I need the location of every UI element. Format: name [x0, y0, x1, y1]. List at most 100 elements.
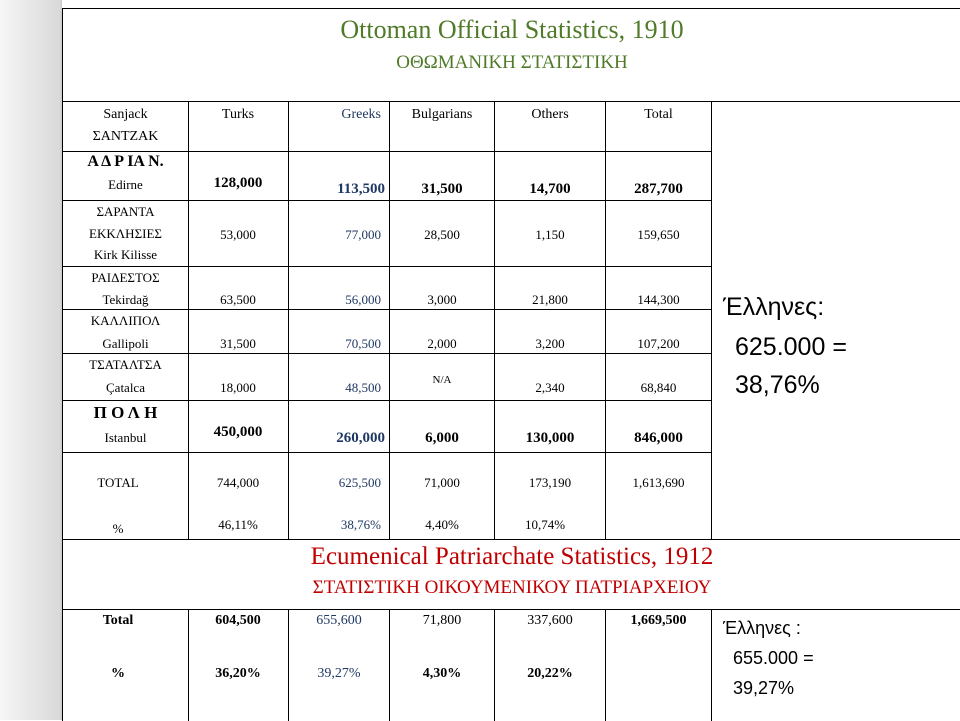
row-name: Tekirdağ — [102, 292, 149, 307]
divider — [288, 609, 289, 721]
divider — [63, 151, 711, 152]
divider — [389, 101, 390, 539]
greeks-summary-1912-pct: 39,27% — [733, 678, 795, 698]
header-turks: Turks — [221, 107, 255, 122]
greeks-summary-1910: Έλληνες: — [723, 293, 825, 321]
divider — [494, 609, 495, 721]
divider — [188, 609, 189, 721]
divider — [63, 539, 960, 540]
cell-bulgarians: 28,500 — [424, 227, 460, 242]
row-name: Edirne — [108, 177, 143, 192]
cell-total: 846,000 — [634, 430, 683, 446]
cell-others: 2,340 — [535, 380, 565, 395]
row-name: Gallipoli — [102, 336, 149, 351]
cell-others: 337,600 — [527, 613, 573, 628]
bottom-pct-label: % — [111, 666, 125, 681]
cell-others: 21,800 — [532, 292, 568, 307]
cell-greeks-pct: 39,27% — [317, 666, 361, 681]
cell-bulgarians: 2,000 — [427, 336, 457, 351]
row-name: Istanbul — [104, 430, 147, 445]
divider — [605, 101, 606, 539]
divider — [63, 400, 711, 401]
total-pct-label: % — [112, 521, 124, 536]
divider — [188, 101, 189, 539]
cell-turks: 744,000 — [216, 475, 260, 490]
cell-others: 3,200 — [535, 336, 565, 351]
row-greek-name: ΤΣΑΤΑΛΤΣΑ — [89, 357, 162, 372]
cell-total: 1,613,690 — [632, 475, 685, 490]
divider — [63, 101, 960, 102]
cell-turks-pct: 46,11% — [218, 517, 258, 532]
header-total: Total — [644, 107, 673, 122]
row-greek-name: Π Ο Λ Η — [93, 403, 158, 422]
cell-others-pct: 20,22% — [527, 666, 573, 681]
cell-greeks: 655,600 — [316, 613, 362, 628]
cell-total: 107,200 — [637, 336, 680, 351]
cell-greeks: 113,500 — [337, 181, 385, 197]
cell-greeks: 77,000 — [345, 227, 381, 242]
greeks-summary-1912-value: 655.000 = — [733, 648, 814, 668]
row-greek-name: ΡΑΙΔΕΣΤΟΣ — [91, 270, 160, 285]
divider — [63, 452, 711, 453]
header-greeks: Greeks — [341, 107, 381, 122]
divider — [711, 609, 712, 721]
statistics-table: Ottoman Official Statistics, 1910 ΟΘΩΜΑΝ… — [62, 8, 960, 721]
cell-greeks: 260,000 — [336, 430, 385, 446]
divider — [63, 353, 711, 354]
divider — [288, 101, 289, 539]
cell-bulgarians-pct: 4,30% — [422, 666, 462, 681]
divider — [494, 101, 495, 539]
patriarchate-title: Ecumenical Patriarchate Statistics, 1912 — [310, 543, 714, 570]
cell-turks: 450,000 — [213, 424, 263, 440]
greeks-summary-1912: Έλληνες : — [723, 618, 801, 638]
total-label: TOTAL — [97, 475, 139, 490]
divider — [605, 609, 606, 721]
cell-turks: 63,500 — [220, 292, 256, 307]
cell-turks: 53,000 — [220, 227, 256, 242]
ottoman-title-greek: ΟΘΩΜΑΝΙΚΗ ΣΤΑΤΙΣΤΙΚΗ — [396, 52, 628, 73]
cell-total: 68,840 — [640, 380, 677, 395]
row-greek-name: ΣΑΡΑΝΤΑ — [96, 204, 155, 219]
left-decorative-bar — [0, 0, 62, 720]
cell-turks: 128,000 — [213, 175, 263, 191]
cell-others-pct: 10,74% — [524, 517, 566, 532]
cell-turks: 31,500 — [220, 336, 256, 351]
divider — [389, 609, 390, 721]
cell-greeks: 48,500 — [345, 380, 381, 395]
divider — [711, 101, 712, 539]
cell-greeks-pct: 38,76% — [340, 517, 381, 532]
cell-greeks: 70,500 — [345, 336, 381, 351]
bottom-total-label: Total — [102, 613, 134, 628]
cell-others: 173,190 — [528, 475, 572, 490]
header-sanjack: Sanjack — [103, 107, 148, 122]
greeks-summary-1910-value: 625.000 = — [735, 333, 847, 361]
row-greek-name: Α Δ Ρ ΙΑ Ν. — [87, 153, 164, 170]
ottoman-title: Ottoman Official Statistics, 1910 — [340, 15, 684, 44]
cell-turks: 604,500 — [215, 613, 261, 628]
cell-others: 1,150 — [535, 227, 565, 242]
divider — [63, 200, 711, 201]
cell-bulgarians: 3,000 — [427, 292, 457, 307]
cell-turks: 18,000 — [220, 380, 256, 395]
divider — [63, 266, 711, 267]
row-name: Çatalca — [106, 380, 145, 395]
cell-bulgarians-pct: 4,40% — [425, 517, 459, 532]
cell-total: 1,669,500 — [630, 613, 687, 628]
greeks-summary-1910-pct: 38,76% — [735, 371, 820, 399]
cell-turks-pct: 36,20% — [215, 666, 261, 681]
cell-others: 14,700 — [529, 181, 571, 197]
row-name: Kirk Kilisse — [93, 247, 158, 262]
header-sanjack-greek: ΣΑΝΤΖΑΚ — [92, 129, 159, 144]
cell-total: 287,700 — [634, 181, 683, 197]
row-greek-name: ΚΑΛΛΙΠΟΛ — [90, 313, 161, 328]
cell-total: 159,650 — [637, 227, 680, 242]
cell-bulgarians: 6,000 — [425, 430, 459, 446]
divider — [63, 609, 960, 610]
row-greek-name: ΕΚΚΛΗΣΙΕΣ — [89, 226, 162, 241]
divider — [63, 309, 711, 310]
cell-bulgarians: 31,500 — [421, 181, 463, 197]
cell-bulgarians: 71,000 — [424, 475, 460, 490]
cell-bulgarians: N/A — [432, 374, 452, 386]
cell-greeks: 56,000 — [345, 292, 381, 307]
patriarchate-title-greek: ΣΤΑΤΙΣΤΙΚΗ ΟΙΚΟΥΜΕΝΙΚΟΥ ΠΑΤΡΙΑΡΧΕΙΟΥ — [312, 577, 712, 598]
